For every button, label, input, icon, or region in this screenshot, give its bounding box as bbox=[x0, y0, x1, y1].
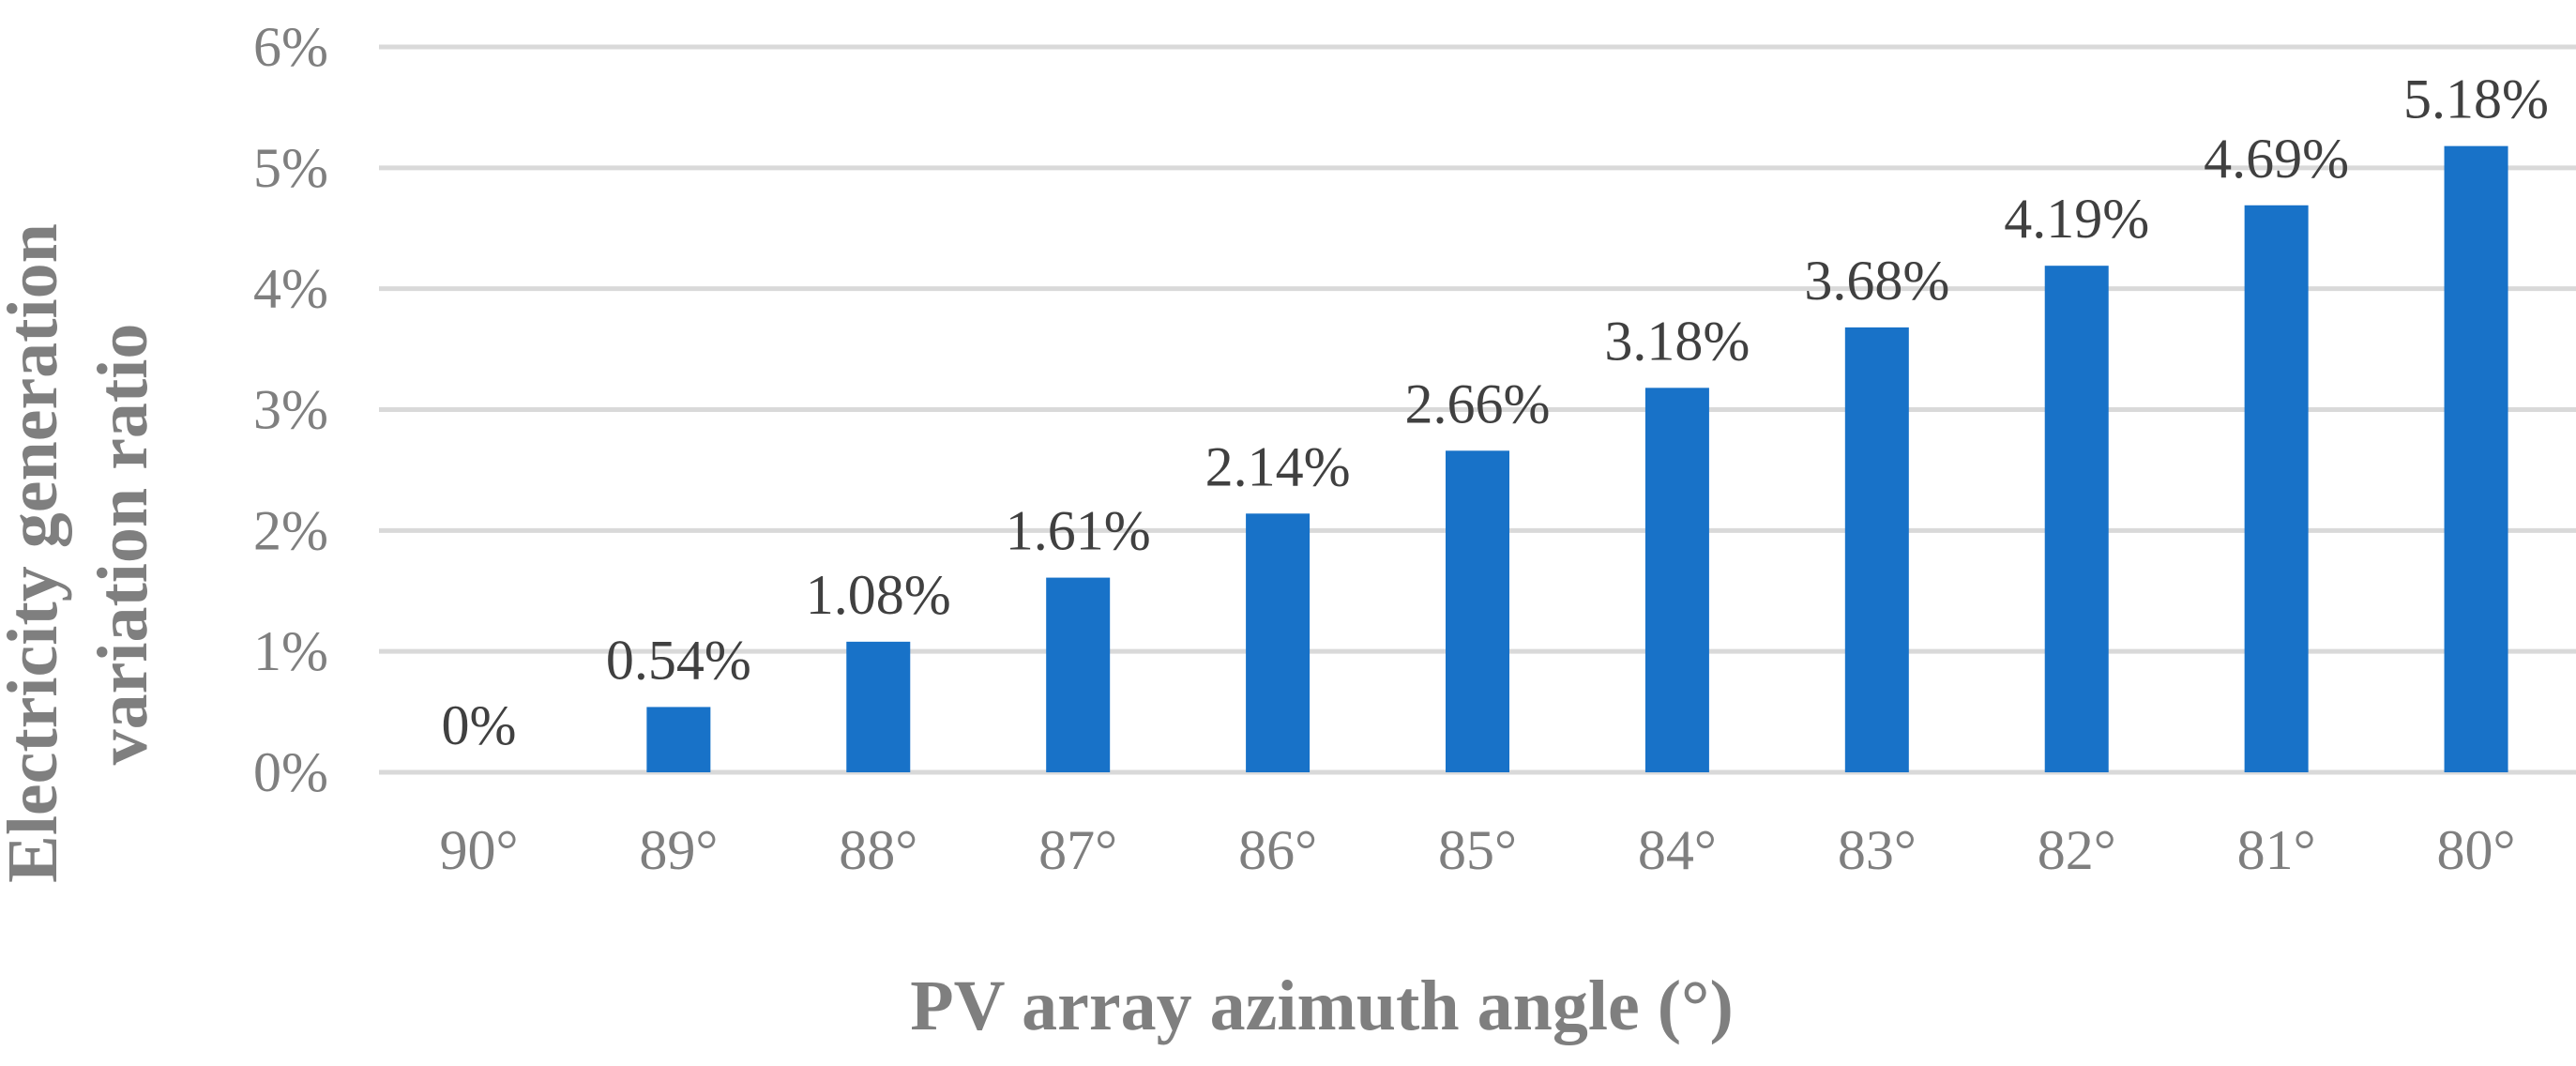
y-axis-title-line-1: Electricity generation bbox=[0, 223, 72, 883]
bar bbox=[1844, 327, 1909, 772]
y-tick-label: 4% bbox=[253, 258, 328, 320]
x-tick-label: 89° bbox=[639, 819, 718, 881]
y-tick-label: 6% bbox=[253, 16, 328, 78]
y-tick-label: 0% bbox=[253, 741, 328, 803]
x-axis-title: PV array azimuth angle (°) bbox=[910, 967, 1734, 1045]
bar bbox=[646, 707, 711, 772]
x-tick-label: 87° bbox=[1038, 819, 1117, 881]
y-axis-ticks: 0% 1% 2% 3% 4% 5% 6% bbox=[253, 16, 328, 803]
bar bbox=[1446, 450, 1509, 772]
bar bbox=[2044, 266, 2109, 772]
data-label: 4.69% bbox=[2204, 128, 2349, 190]
bar bbox=[2444, 145, 2508, 773]
y-axis-title: Electricity generation variation ratio bbox=[0, 206, 162, 883]
x-tick-label: 83° bbox=[1838, 819, 1917, 881]
data-label: 2.14% bbox=[1205, 435, 1351, 497]
data-label: 0.54% bbox=[606, 629, 751, 691]
bar bbox=[2244, 205, 2309, 772]
x-tick-label: 88° bbox=[839, 819, 917, 881]
x-tick-label: 85° bbox=[1438, 819, 1517, 881]
x-tick-label: 84° bbox=[1638, 819, 1717, 881]
data-label: 2.66% bbox=[1405, 373, 1551, 434]
y-tick-label: 1% bbox=[253, 620, 328, 682]
data-label: 3.18% bbox=[1604, 310, 1750, 372]
x-tick-label: 80° bbox=[2437, 819, 2516, 881]
data-label: 3.68% bbox=[1804, 250, 1949, 312]
data-labels: 0% 0.54% 1.08% 1.61% 2.14% 2.66% 3.18% 3.68% 4.1… bbox=[441, 69, 2549, 756]
x-axis-ticks: 90° 89° 88° 87° 86° 85° 84° 83° 82° 81° 80° bbox=[439, 819, 2515, 881]
y-tick-label: 5% bbox=[253, 137, 328, 199]
bar bbox=[1046, 577, 1111, 772]
bar bbox=[846, 641, 911, 772]
data-label: 1.08% bbox=[806, 564, 951, 626]
bar bbox=[1246, 513, 1311, 772]
data-label: 1.61% bbox=[1006, 500, 1151, 562]
bar bbox=[1644, 388, 1709, 772]
bars bbox=[646, 145, 2508, 773]
x-tick-label: 86° bbox=[1238, 819, 1317, 881]
data-label: 0% bbox=[441, 694, 516, 756]
x-tick-label: 81° bbox=[2237, 819, 2316, 881]
data-label: 4.19% bbox=[2004, 188, 2149, 250]
x-tick-label: 82° bbox=[2038, 819, 2116, 881]
x-tick-label: 90° bbox=[439, 819, 518, 881]
y-tick-label: 3% bbox=[253, 379, 328, 441]
data-label: 5.18% bbox=[2403, 69, 2549, 130]
y-axis-title-line-2: variation ratio bbox=[83, 324, 162, 766]
y-tick-label: 2% bbox=[253, 499, 328, 561]
